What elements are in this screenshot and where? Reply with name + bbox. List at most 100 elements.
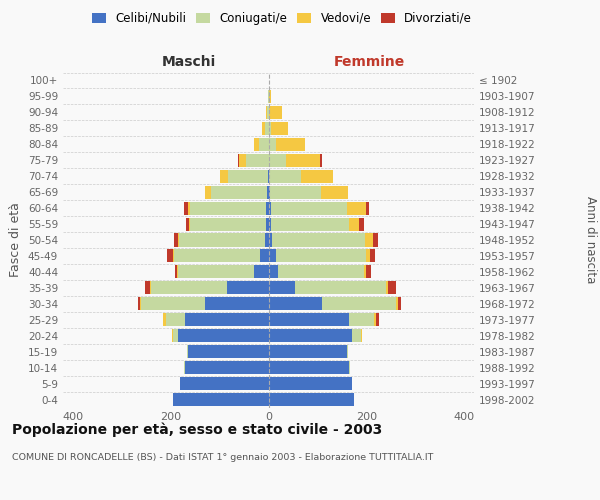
Bar — [269, 266, 278, 278]
Bar — [141, 298, 205, 310]
Bar — [190, 218, 266, 230]
Bar — [269, 106, 282, 119]
Bar — [254, 266, 269, 278]
Bar — [151, 282, 227, 294]
Bar — [276, 250, 367, 262]
Bar — [271, 202, 347, 214]
Bar — [322, 186, 348, 198]
Bar — [262, 122, 265, 135]
Bar — [272, 234, 365, 246]
Bar — [187, 345, 188, 358]
Bar — [376, 313, 379, 326]
Bar — [174, 250, 260, 262]
Bar — [205, 186, 211, 198]
Bar — [352, 329, 361, 342]
Bar — [145, 282, 150, 294]
Bar — [227, 282, 269, 294]
Bar — [265, 234, 269, 246]
Bar — [177, 266, 178, 278]
Bar — [140, 298, 141, 310]
Text: Anni di nascita: Anni di nascita — [584, 196, 597, 284]
Bar — [269, 361, 349, 374]
Bar — [269, 377, 352, 390]
Bar — [266, 106, 267, 119]
Bar — [269, 186, 270, 198]
Bar — [166, 313, 185, 326]
Bar — [373, 234, 377, 246]
Bar — [239, 154, 247, 167]
Bar — [179, 234, 265, 246]
Bar — [184, 361, 185, 374]
Bar — [286, 154, 320, 167]
Bar — [388, 282, 396, 294]
Bar — [269, 154, 286, 167]
Bar — [259, 138, 269, 151]
Bar — [174, 234, 178, 246]
Bar — [269, 170, 301, 182]
Text: Maschi: Maschi — [162, 55, 216, 69]
Bar — [361, 329, 362, 342]
Bar — [349, 218, 359, 230]
Bar — [349, 361, 350, 374]
Bar — [367, 202, 369, 214]
Bar — [269, 329, 352, 342]
Bar — [173, 329, 178, 342]
Bar — [301, 170, 333, 182]
Text: COMUNE DI RONCADELLE (BS) - Dati ISTAT 1° gennaio 2003 - Elaborazione TUTTITALIA: COMUNE DI RONCADELLE (BS) - Dati ISTAT 1… — [12, 452, 433, 462]
Bar — [370, 250, 375, 262]
Bar — [184, 202, 188, 214]
Bar — [205, 298, 269, 310]
Bar — [396, 298, 398, 310]
Bar — [367, 250, 370, 262]
Bar — [347, 345, 348, 358]
Bar — [367, 266, 371, 278]
Bar — [186, 218, 189, 230]
Bar — [269, 313, 349, 326]
Text: Femmine: Femmine — [334, 55, 404, 69]
Bar — [269, 218, 271, 230]
Bar — [349, 313, 374, 326]
Bar — [271, 122, 288, 135]
Bar — [271, 218, 349, 230]
Bar — [247, 154, 269, 167]
Bar — [268, 170, 269, 182]
Bar — [269, 234, 272, 246]
Bar — [175, 266, 177, 278]
Bar — [386, 282, 388, 294]
Bar — [220, 170, 229, 182]
Bar — [173, 393, 269, 406]
Bar — [276, 138, 305, 151]
Bar — [269, 393, 354, 406]
Bar — [178, 234, 179, 246]
Bar — [181, 377, 269, 390]
Bar — [374, 313, 376, 326]
Y-axis label: Fasce di età: Fasce di età — [10, 202, 22, 278]
Bar — [163, 313, 166, 326]
Bar — [267, 186, 269, 198]
Bar — [178, 266, 254, 278]
Bar — [188, 345, 269, 358]
Bar — [189, 218, 190, 230]
Bar — [178, 329, 269, 342]
Bar — [278, 266, 364, 278]
Bar — [269, 90, 271, 103]
Bar — [172, 329, 173, 342]
Bar — [269, 202, 271, 214]
Bar — [365, 234, 373, 246]
Bar — [254, 138, 259, 151]
Bar — [185, 313, 269, 326]
Bar — [270, 186, 322, 198]
Legend: Celibi/Nubili, Coniugati/e, Vedovi/e, Divorziati/e: Celibi/Nubili, Coniugati/e, Vedovi/e, Di… — [88, 8, 476, 28]
Bar — [398, 298, 401, 310]
Bar — [265, 122, 269, 135]
Bar — [266, 218, 269, 230]
Bar — [238, 154, 239, 167]
Bar — [138, 298, 140, 310]
Bar — [269, 345, 347, 358]
Bar — [347, 202, 367, 214]
Bar — [269, 138, 276, 151]
Bar — [359, 218, 364, 230]
Bar — [322, 298, 396, 310]
Bar — [320, 154, 322, 167]
Bar — [190, 202, 266, 214]
